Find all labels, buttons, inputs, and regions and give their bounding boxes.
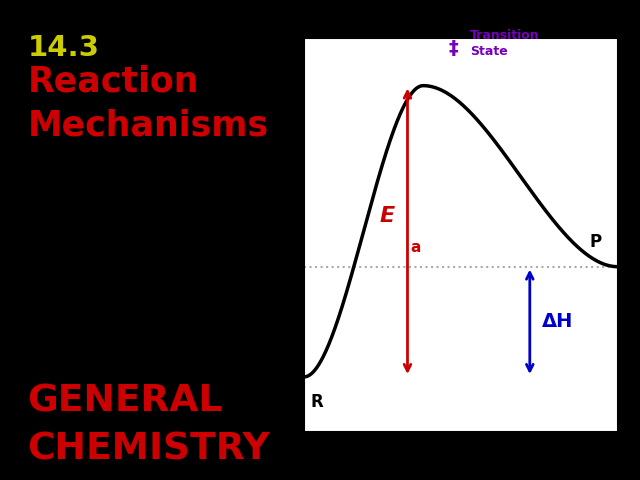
- Text: R: R: [310, 393, 323, 411]
- Text: E: E: [380, 205, 395, 226]
- Text: Reaction: Reaction: [28, 65, 199, 99]
- Text: a: a: [411, 240, 421, 254]
- Text: ΔH: ΔH: [542, 312, 573, 331]
- Text: Transition
State: Transition State: [470, 29, 540, 58]
- Text: ENERGY: ENERGY: [268, 201, 284, 269]
- Text: GENERAL: GENERAL: [28, 384, 223, 420]
- Text: Mechanisms: Mechanisms: [28, 108, 269, 142]
- Text: 14.3: 14.3: [28, 34, 99, 61]
- Text: P: P: [589, 233, 602, 251]
- Text: ‡: ‡: [448, 39, 458, 58]
- Text: REACTION: REACTION: [417, 459, 504, 475]
- Text: CHEMISTRY: CHEMISTRY: [28, 432, 270, 468]
